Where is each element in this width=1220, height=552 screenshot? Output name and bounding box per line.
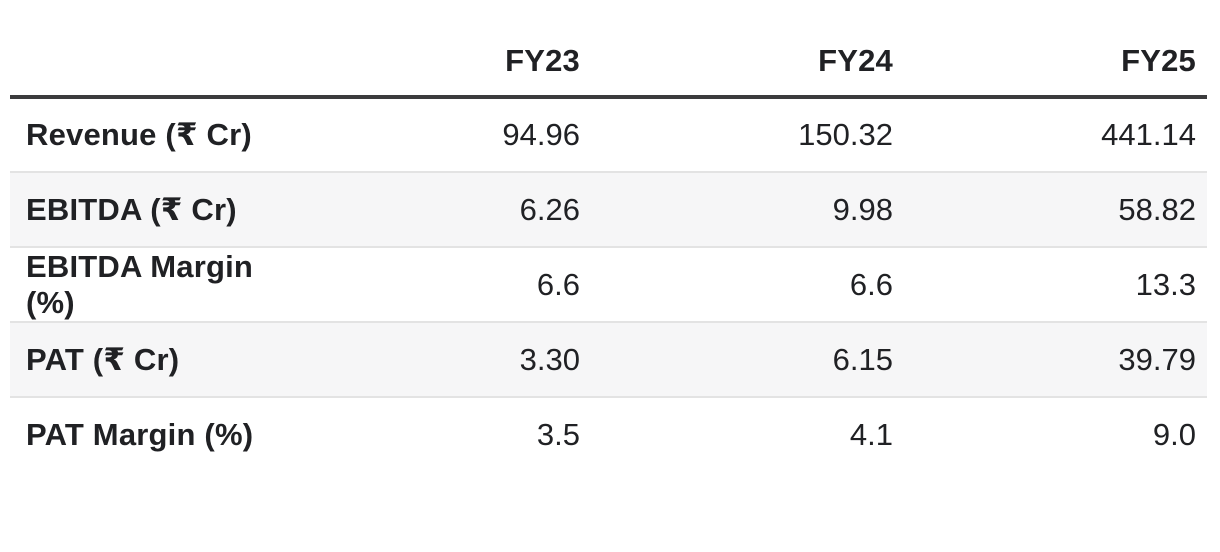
- metric-label-pat: PAT (₹ Cr): [10, 321, 282, 397]
- table-row-pat: PAT (₹ Cr) 3.30 6.15 39.79: [10, 321, 1207, 397]
- revenue-fy23-value: 94.96: [502, 117, 580, 152]
- table-row-ebitda: EBITDA (₹ Cr) 6.26 9.98 58.82: [10, 171, 1207, 247]
- ebitda-margin-fy23-value: 6.6: [282, 246, 591, 322]
- pat-margin-fy25-value: 9.0: [904, 396, 1207, 472]
- pat-margin-fy23-value: 3.5: [282, 396, 591, 472]
- ebitda-fy24-value: 9.98: [591, 171, 904, 247]
- table-body: Revenue (₹ Cr) 94.96 150.32 441.14 EBITD…: [10, 97, 1207, 472]
- table-row-ebitda-margin: EBITDA Margin (%) 6.6 6.6 13.3: [10, 246, 1207, 322]
- table-row-pat-margin: PAT Margin (%) 3.5 4.1 9.0: [10, 396, 1207, 472]
- pat-fy25-value: 39.79: [904, 321, 1207, 397]
- ebitda-margin-fy24-value: 6.6: [591, 246, 904, 322]
- header-row: FY23 FY24 FY25: [10, 0, 1207, 99]
- header-metric-blank: [10, 0, 282, 99]
- metric-label-ebitda-margin: EBITDA Margin (%): [10, 246, 282, 322]
- header-fy24: FY24: [591, 0, 904, 99]
- pat-fy24-value: 6.15: [591, 321, 904, 397]
- pat-fy23-value: 3.30: [282, 321, 591, 397]
- financial-metrics-table: FY23 FY24 FY25 Revenue (₹ Cr) 94.96 150.…: [10, 0, 1207, 472]
- ebitda-fy25-value: 58.82: [904, 171, 1207, 247]
- table-row-revenue: Revenue (₹ Cr) 94.96 150.32 441.14: [10, 97, 1207, 172]
- ebitda-fy23-value: 6.26: [282, 171, 591, 247]
- metric-label-pat-margin: PAT Margin (%): [10, 396, 282, 472]
- table-header: FY23 FY24 FY25: [10, 0, 1207, 99]
- header-fy23: FY23: [282, 0, 591, 99]
- revenue-fy25-value: 441.14: [1101, 117, 1196, 152]
- pat-margin-fy24-value: 4.1: [591, 396, 904, 472]
- ebitda-margin-fy25-value: 13.3: [904, 246, 1207, 322]
- metric-label-ebitda: EBITDA (₹ Cr): [10, 171, 282, 247]
- revenue-fy24-value: 150.32: [798, 117, 893, 152]
- metric-label-revenue: Revenue (₹ Cr): [26, 117, 252, 152]
- header-fy25: FY25: [904, 0, 1207, 99]
